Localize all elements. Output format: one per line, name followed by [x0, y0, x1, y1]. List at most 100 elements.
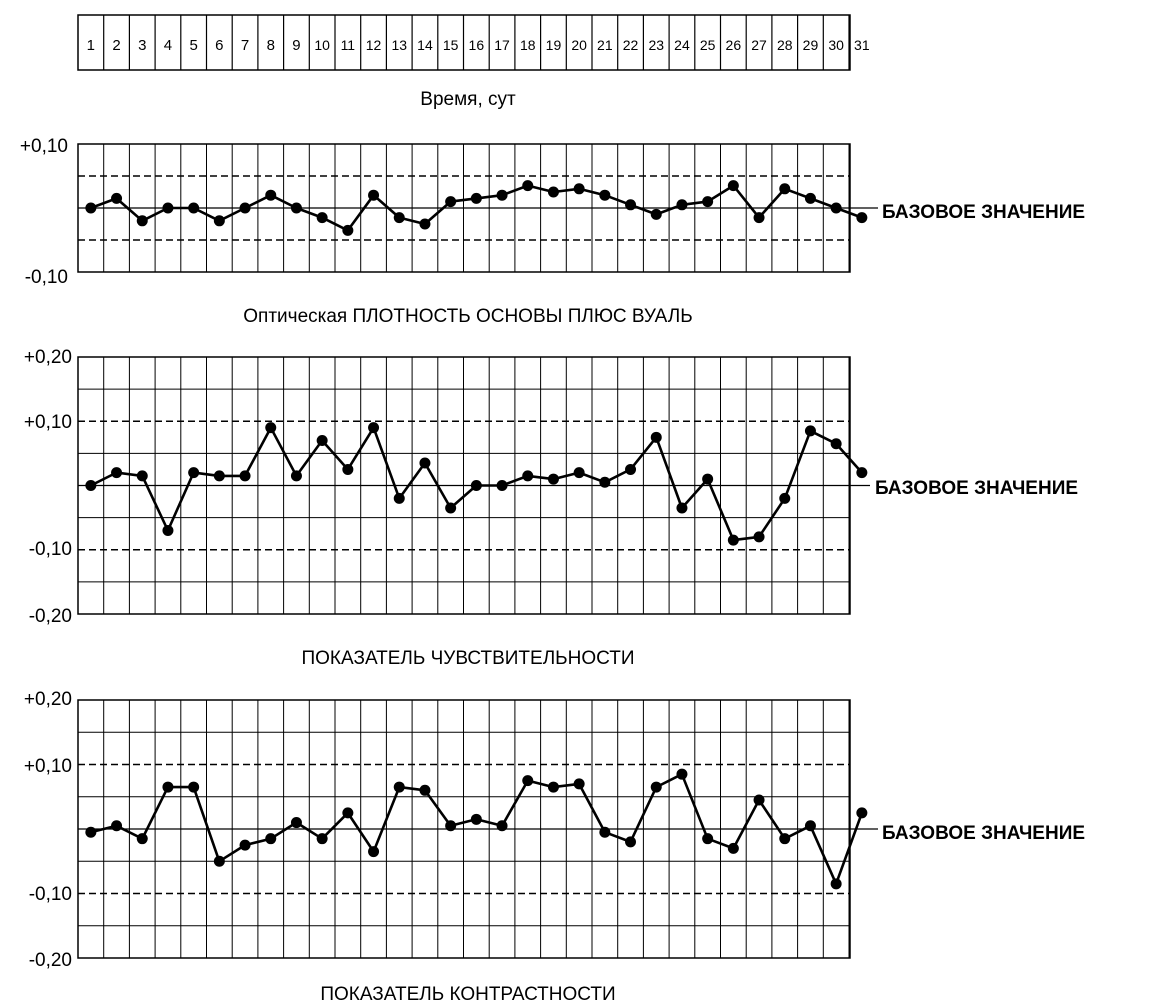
- contrast-ytick-2: -0,10: [29, 884, 72, 905]
- density-ytick-bottom: -0,10: [25, 267, 68, 288]
- day-label: 6: [215, 37, 223, 54]
- data-point: [316, 833, 328, 845]
- data-point: [856, 467, 868, 479]
- day-label: 12: [366, 37, 382, 53]
- data-point: [393, 781, 405, 793]
- day-label: 10: [314, 37, 330, 53]
- day-label: 5: [189, 37, 197, 54]
- data-point: [239, 202, 251, 214]
- day-label: 1: [87, 37, 95, 54]
- data-point: [136, 833, 148, 845]
- contrast-chart: +0,20 +0,10 -0,10 -0,20 БАЗОВОЕ ЗНАЧЕНИЕ…: [24, 689, 1085, 1005]
- data-point: [830, 438, 842, 450]
- data-point: [265, 422, 277, 434]
- data-point: [85, 826, 97, 838]
- time-axis-label: Время, сут: [420, 89, 516, 110]
- day-label: 9: [292, 37, 300, 54]
- day-label: 26: [726, 37, 742, 53]
- day-label: 28: [777, 37, 793, 53]
- data-point: [265, 833, 277, 845]
- sensitivity-chart-title: ПОКАЗАТЕЛЬ ЧУВСТВИТЕЛЬНОСТИ: [302, 648, 635, 669]
- data-point: [753, 531, 765, 543]
- sensitivity-ytick-0: +0,20: [24, 347, 72, 368]
- day-label: 22: [623, 37, 639, 53]
- data-point: [779, 183, 791, 195]
- data-point: [342, 807, 354, 819]
- data-point: [393, 492, 405, 504]
- data-point: [162, 202, 174, 214]
- data-point: [496, 189, 508, 201]
- data-point: [162, 781, 174, 793]
- data-point: [547, 473, 559, 485]
- data-point: [188, 467, 200, 479]
- contrast-ytick-3: -0,20: [29, 950, 72, 971]
- data-point: [290, 470, 302, 482]
- density-baseline-label: БАЗОВОЕ ЗНАЧЕНИЕ: [882, 202, 1085, 223]
- data-point: [342, 463, 354, 475]
- day-label: 19: [546, 37, 562, 53]
- day-label: 23: [648, 37, 664, 53]
- data-point: [522, 775, 534, 787]
- data-point: [213, 470, 225, 482]
- data-point: [599, 826, 611, 838]
- data-point: [136, 470, 148, 482]
- day-label: 13: [391, 37, 407, 53]
- data-point: [239, 470, 251, 482]
- data-point: [676, 199, 688, 211]
- data-point: [496, 820, 508, 832]
- sensitivity-ytick-1: +0,10: [24, 412, 72, 433]
- data-point: [676, 768, 688, 780]
- contrast-baseline-label: БАЗОВОЕ ЗНАЧЕНИЕ: [882, 823, 1085, 844]
- data-point: [779, 492, 791, 504]
- data-point: [522, 470, 534, 482]
- data-point: [290, 202, 302, 214]
- data-point: [753, 794, 765, 806]
- data-point: [111, 192, 123, 204]
- data-point: [188, 781, 200, 793]
- data-point: [419, 784, 431, 796]
- day-label: 11: [341, 37, 356, 53]
- data-point: [316, 212, 328, 224]
- data-point: [779, 833, 791, 845]
- data-point: [650, 431, 662, 443]
- data-point: [727, 842, 739, 854]
- sensitivity-baseline-label: БАЗОВОЕ ЗНАЧЕНИЕ: [875, 478, 1078, 499]
- data-point: [290, 817, 302, 829]
- chart-grid: [77, 699, 878, 959]
- data-point: [650, 208, 662, 220]
- data-point: [830, 202, 842, 214]
- data-point: [470, 192, 482, 204]
- chart-grid: [77, 143, 878, 273]
- data-point: [162, 524, 174, 536]
- data-point: [368, 422, 380, 434]
- day-label: 4: [164, 37, 172, 54]
- data-point: [393, 212, 405, 224]
- data-point: [496, 480, 508, 491]
- data-point: [804, 425, 816, 437]
- data-point: [188, 202, 200, 214]
- data-point: [445, 502, 457, 514]
- data-point: [85, 202, 97, 214]
- data-point: [856, 212, 868, 224]
- sensitivity-chart: +0,20 +0,10 -0,10 -0,20 БАЗОВОЕ ЗНАЧЕНИЕ…: [24, 347, 1078, 669]
- day-label: 15: [443, 37, 459, 53]
- data-point: [522, 180, 534, 192]
- data-point: [753, 212, 765, 224]
- data-point: [445, 196, 457, 208]
- data-point: [599, 189, 611, 201]
- data-point: [239, 839, 251, 851]
- data-point: [470, 813, 482, 825]
- data-point: [830, 878, 842, 890]
- day-label: 3: [138, 37, 146, 54]
- data-point: [702, 473, 714, 485]
- density-chart-title: Оптическая ПЛОТНОСТЬ ОСНОВЫ ПЛЮС ВУАЛЬ: [243, 306, 692, 327]
- day-label: 8: [267, 37, 275, 54]
- data-point: [804, 192, 816, 204]
- data-point: [573, 778, 585, 790]
- data-point: [650, 781, 662, 793]
- day-number-strip: 1 2 3 4 5 6 7 8 9 10 11 12 13 14 15 16 17 18 19 20 21 22 23 24 2…: [77, 14, 870, 71]
- contrast-ytick-1: +0,10: [24, 756, 72, 777]
- density-chart: +0,10 -0,10 БАЗОВОЕ ЗНАЧЕНИЕ Оптическая …: [20, 136, 1085, 327]
- data-point: [419, 218, 431, 230]
- data-point: [368, 189, 380, 201]
